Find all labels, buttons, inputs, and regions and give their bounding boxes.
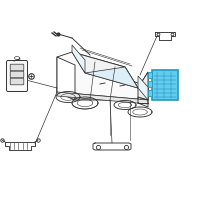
Polygon shape — [57, 57, 75, 100]
Polygon shape — [138, 72, 148, 103]
FancyBboxPatch shape — [148, 72, 152, 78]
FancyBboxPatch shape — [148, 81, 152, 87]
FancyBboxPatch shape — [152, 70, 178, 100]
FancyBboxPatch shape — [10, 78, 24, 85]
Polygon shape — [85, 67, 138, 88]
FancyBboxPatch shape — [6, 60, 28, 92]
Polygon shape — [57, 52, 148, 100]
Polygon shape — [57, 80, 148, 100]
FancyBboxPatch shape — [148, 90, 152, 96]
Polygon shape — [57, 92, 148, 104]
FancyBboxPatch shape — [10, 64, 24, 71]
Polygon shape — [72, 45, 85, 73]
Polygon shape — [138, 76, 148, 100]
Polygon shape — [72, 52, 138, 88]
FancyBboxPatch shape — [10, 71, 24, 78]
